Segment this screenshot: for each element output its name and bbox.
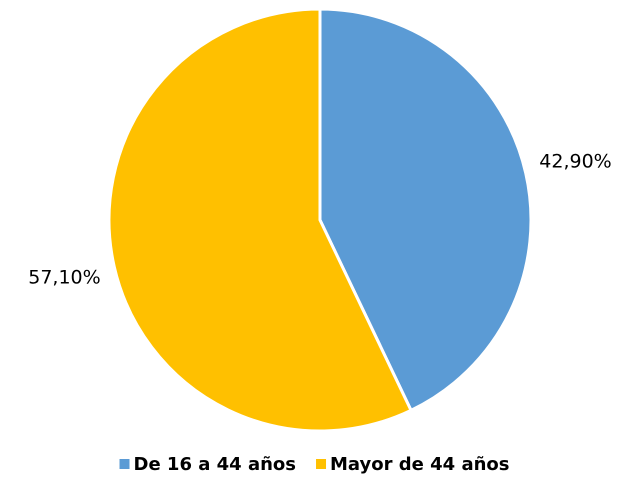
legend-swatch: [316, 459, 327, 469]
pie-slice: [318, 7, 533, 413]
legend-label: Mayor de 44 años: [330, 454, 509, 475]
legend-swatch: [119, 459, 130, 469]
data-label: 57,10%: [28, 266, 100, 288]
pie-slice: [107, 7, 414, 433]
legend-label: De 16 a 44 años: [134, 454, 297, 475]
data-label: 42,90%: [539, 151, 611, 173]
